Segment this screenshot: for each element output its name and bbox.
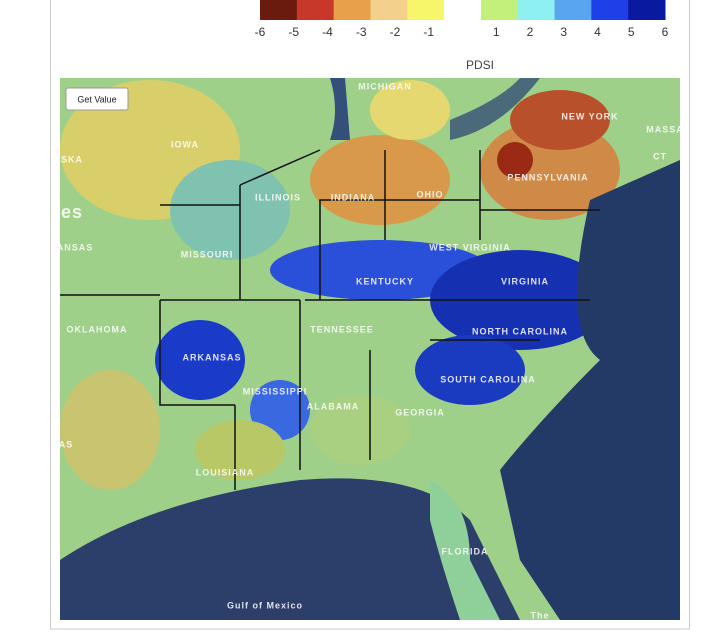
legend-tick-label: -6 bbox=[255, 25, 266, 39]
map-label: MISSISSIPPI bbox=[243, 386, 308, 396]
state-labels: MICHIGAN NEW YORK MASSA IOWA CT ILLINOIS INDIA… bbox=[57, 81, 684, 620]
map-label: ALABAMA bbox=[307, 401, 360, 411]
map-label: OHIO bbox=[416, 189, 443, 199]
legend-swatch bbox=[444, 0, 482, 20]
map-label: Gulf of Mexico bbox=[227, 600, 303, 610]
legend-swatch bbox=[517, 0, 556, 20]
map-label: TENNESSEE bbox=[310, 324, 374, 334]
map bbox=[60, 78, 680, 620]
legend-swatch bbox=[370, 0, 408, 20]
legend-tick-label: -3 bbox=[356, 25, 367, 39]
map-label: ANSAS bbox=[57, 242, 94, 252]
map-label: MISSOURI bbox=[181, 249, 234, 259]
legend-title: PDSI bbox=[466, 58, 494, 72]
legend-tick-label: 5 bbox=[628, 25, 635, 39]
legend-tick-label: -4 bbox=[322, 25, 333, 39]
map-label: ILLINOIS bbox=[255, 192, 301, 202]
map-label: WEST VIRGINIA bbox=[429, 242, 511, 252]
map-label: VIRGINIA bbox=[501, 276, 549, 286]
legend-tick-label: -2 bbox=[390, 25, 401, 39]
legend-swatch bbox=[554, 0, 592, 20]
map-label: GEORGIA bbox=[395, 407, 445, 417]
map-label: ARKANSAS bbox=[182, 352, 241, 362]
legend-tick-label: 1 bbox=[493, 25, 500, 39]
map-label: MASSA bbox=[646, 124, 684, 134]
frame bbox=[50, 0, 690, 630]
map-label: AS bbox=[59, 439, 74, 449]
map-label: IOWA bbox=[171, 139, 199, 149]
button-box[interactable] bbox=[65, 87, 129, 111]
map-label: INDIANA bbox=[331, 192, 376, 202]
legend-swatch bbox=[407, 0, 445, 20]
legend-tick-label: 3 bbox=[560, 25, 567, 39]
map-label: SOUTH CAROLINA bbox=[440, 374, 536, 384]
map-label: NORTH CAROLINA bbox=[472, 326, 568, 336]
map-label: CT bbox=[653, 151, 667, 161]
map-label: es bbox=[61, 202, 83, 222]
map-label: PENNSYLVANIA bbox=[507, 172, 588, 182]
legend-tick-label: 2 bbox=[527, 25, 534, 39]
map-label: NEW YORK bbox=[561, 111, 618, 121]
legend-swatch bbox=[260, 0, 298, 20]
legend-swatch bbox=[296, 0, 335, 20]
map-label: SKA bbox=[61, 154, 83, 164]
legend-swatch bbox=[591, 0, 629, 20]
get-value-button[interactable]: Get Value bbox=[65, 87, 129, 111]
legend-swatch bbox=[480, 0, 519, 20]
map-label: OKLAHOMA bbox=[67, 324, 128, 334]
map-label: KENTUCKY bbox=[356, 276, 414, 286]
legend-swatch bbox=[333, 0, 371, 20]
legend-tick-label: 6 bbox=[662, 25, 669, 39]
map-label: The bbox=[530, 610, 549, 620]
legend-tick-label: -1 bbox=[423, 25, 434, 39]
map-label: LOUISIANA bbox=[196, 467, 255, 477]
legend: -6 -5 -4 -3 -2 -1 1 2 3 4 5 6 bbox=[255, 0, 669, 39]
map-label: MICHIGAN bbox=[358, 81, 412, 91]
legend-swatch bbox=[628, 0, 666, 20]
legend-tick-label: 4 bbox=[594, 25, 601, 39]
map-label: FLORIDA bbox=[442, 546, 489, 556]
legend-tick-label: -5 bbox=[288, 25, 299, 39]
button-label[interactable]: Get Value bbox=[77, 94, 116, 104]
